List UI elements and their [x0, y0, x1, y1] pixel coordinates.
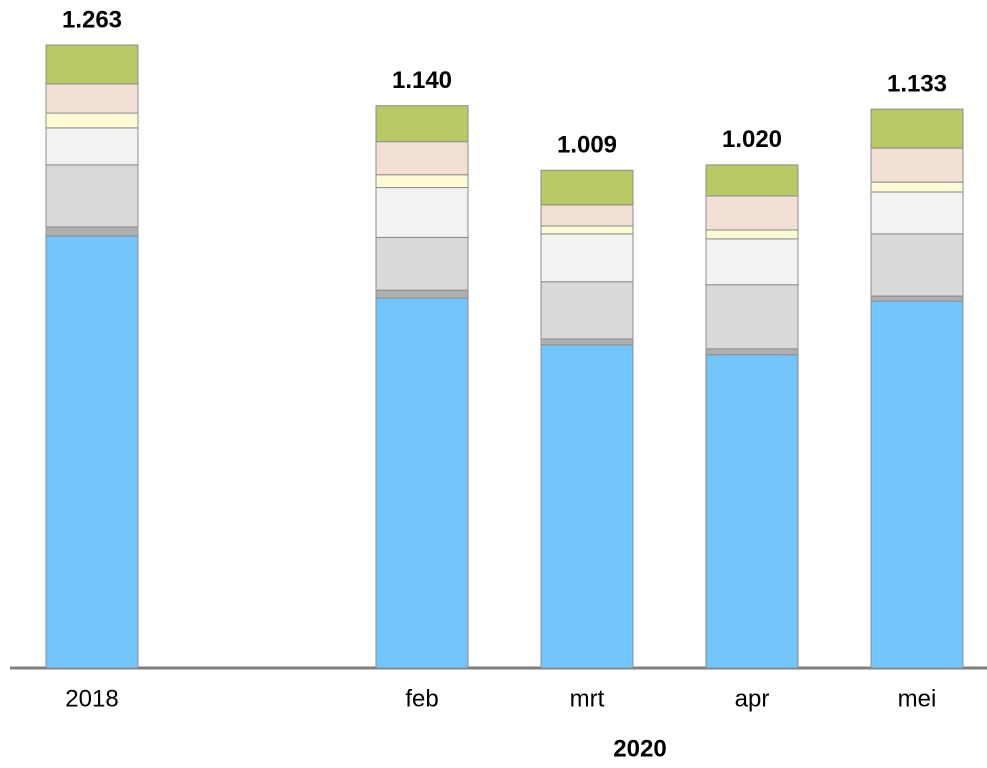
bar-segment: [375, 105, 469, 143]
bar-segment: [45, 112, 139, 129]
bar-segment: [705, 348, 799, 356]
bar-segment: [375, 141, 469, 176]
bar-segment: [870, 295, 964, 302]
bar-segment: [870, 147, 964, 183]
bar-segment: [705, 238, 799, 286]
bar-segment: [375, 174, 469, 189]
bar-segment: [705, 354, 799, 669]
bar-segment: [705, 229, 799, 240]
total-label: 1.009: [557, 132, 617, 159]
bar-segment: [45, 127, 139, 166]
bar-segment: [705, 284, 799, 350]
bar-segment: [375, 297, 469, 669]
bar-segment: [540, 281, 634, 340]
bar-segment: [870, 108, 964, 149]
bar-segment: [45, 226, 139, 237]
bar-segment: [870, 191, 964, 235]
total-label: 1.263: [62, 6, 122, 33]
x-tick-label: apr: [735, 685, 770, 712]
bar-segment: [540, 225, 634, 235]
bar-segment: [375, 236, 469, 291]
bar-segment: [705, 164, 799, 197]
bar-segment: [870, 233, 964, 297]
bar-segment: [375, 289, 469, 299]
bar-segment: [705, 195, 799, 231]
x-tick-label: mrt: [570, 685, 605, 712]
x-tick-label: 2018: [65, 685, 118, 712]
bar-segment: [540, 338, 634, 346]
bar-segment: [870, 300, 964, 669]
bar-segment: [45, 164, 139, 228]
x-tick-label: feb: [405, 685, 438, 712]
bar-segment: [540, 233, 634, 283]
total-label: 1.133: [887, 70, 947, 97]
bar-segment: [45, 44, 139, 85]
total-label: 1.140: [392, 67, 452, 94]
bar-segment: [540, 169, 634, 206]
bar-segment: [45, 83, 139, 114]
total-label: 1.020: [722, 126, 782, 153]
bar-segment: [45, 235, 139, 669]
x-tick-label: mei: [898, 685, 937, 712]
group-label: 2020: [613, 735, 666, 762]
bar-segment: [375, 187, 469, 238]
bar-segment: [540, 344, 634, 669]
bar-segment: [870, 181, 964, 193]
bar-segment: [540, 204, 634, 227]
